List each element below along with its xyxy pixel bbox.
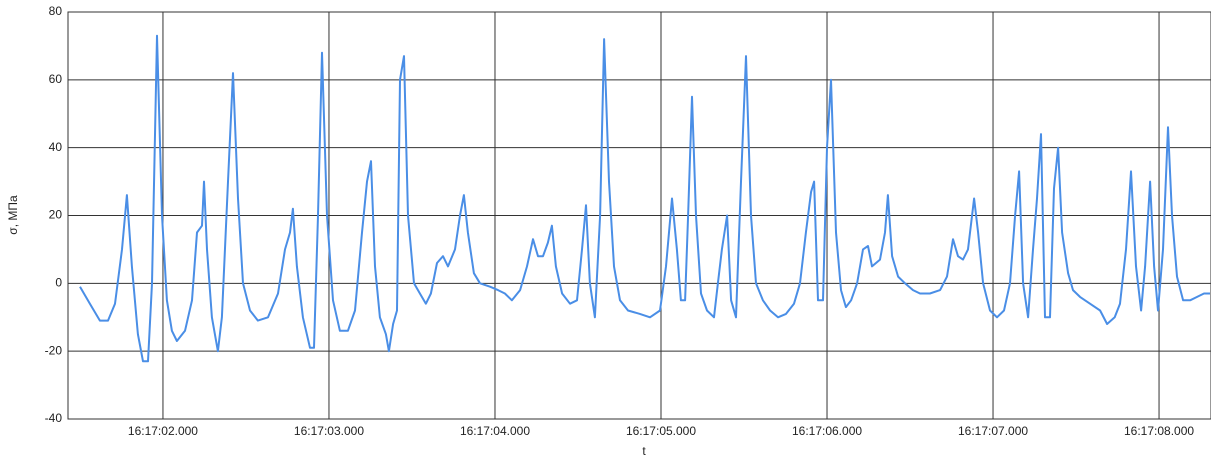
y-tick-label: -40 xyxy=(45,411,63,425)
y-tick-label: -20 xyxy=(45,343,63,357)
x-tick-label: 16:17:04.000 xyxy=(460,424,530,438)
x-tick-label: 16:17:03.000 xyxy=(294,424,364,438)
x-tick-label: 16:17:08.000 xyxy=(1124,424,1194,438)
x-tick-label: 16:17:05.000 xyxy=(626,424,696,438)
y-axis-label: σ, МПа xyxy=(6,195,20,235)
y-tick-label: 60 xyxy=(49,72,63,86)
x-axis-label: t xyxy=(642,444,646,458)
y-tick-label: 80 xyxy=(49,4,63,18)
y-tick-label: 40 xyxy=(49,140,63,154)
x-tick-label: 16:17:07.000 xyxy=(958,424,1028,438)
y-tick-label: 20 xyxy=(49,208,63,222)
data-line xyxy=(79,34,1210,363)
x-tick-label: 16:17:06.000 xyxy=(792,424,862,438)
y-tick-label: 0 xyxy=(55,276,62,290)
x-tick-label: 16:17:02.000 xyxy=(128,424,198,438)
